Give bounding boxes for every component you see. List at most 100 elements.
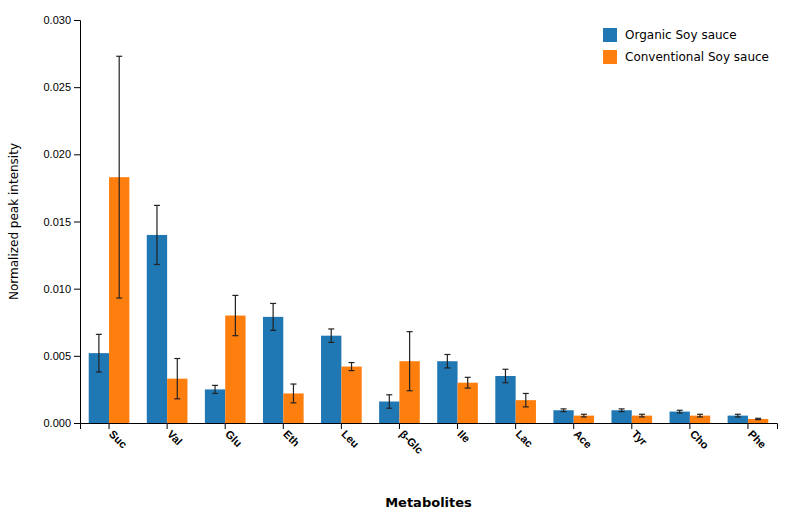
plot: 0.0000.0050.0100.0150.0200.0250.030SucVa… [43,14,777,456]
tick-mark [631,423,632,429]
x-tick: Cho [688,423,712,451]
bar [728,416,748,423]
tick-mark [74,154,80,155]
error-bar [212,385,218,393]
x-tick: Suc [107,423,130,450]
error-cap [502,382,508,383]
tick-label: 0.010 [43,283,71,295]
x-tick: Lac [513,423,535,450]
y-tick: 0.015 [43,216,80,228]
error-cap [581,416,587,417]
x-tick: Phe [746,423,769,450]
axis-line [74,21,81,424]
error-cap [328,328,334,329]
error-cap [174,398,180,399]
error-cap [619,408,625,409]
bar [321,336,341,423]
tick-mark [457,423,458,429]
legend-swatch [603,50,617,64]
tick-label: Cho [688,428,712,452]
error-line [409,332,410,391]
error-cap [619,411,625,412]
error-cap [755,419,761,420]
y-tick: 0.000 [43,417,80,429]
error-cap [697,416,703,417]
x-tick: Glu [223,423,244,449]
bar [437,361,457,423]
tick-label: 0.020 [43,148,71,160]
error-line [351,363,352,371]
error-bar [735,414,741,417]
error-cap [154,205,160,206]
tick-mark [74,423,80,424]
error-cap [735,416,741,417]
y-tick: 0.020 [43,148,80,160]
tick-mark [689,423,690,429]
bar [263,317,283,423]
error-line [447,354,448,367]
error-cap [174,358,180,359]
tick-label: 0.015 [43,216,71,228]
error-line [467,377,468,388]
series [109,56,768,423]
error-bar [561,409,567,412]
error-cap [677,410,683,411]
chart: 0.0000.0050.0100.0150.0200.0250.030SucVa… [0,0,797,515]
tick-label: Glu [223,428,244,449]
error-cap [212,385,218,386]
error-cap [444,367,450,368]
error-cap [523,406,529,407]
error-cap [561,408,567,409]
x-tick: Ile [455,423,472,445]
error-cap [96,371,102,372]
error-cap [581,414,587,415]
bar [748,419,768,423]
tick-label: 0.005 [43,350,71,362]
error-line [98,334,99,372]
bar [574,416,594,423]
error-bar [96,334,102,372]
bar [670,412,690,423]
error-bar [270,303,276,330]
x-axis: SucValGluEthLeuβ-GlcIleLacAceTyrChoPhe [81,423,778,456]
tick-mark [399,423,400,429]
series [89,205,748,423]
y-tick: 0.005 [43,350,80,362]
error-cap [290,402,296,403]
tick-mark [747,423,748,429]
error-bar [174,359,180,399]
x-axis-title: Metabolites [385,495,472,510]
error-cap [96,334,102,335]
error-line [505,369,506,382]
error-bar [639,414,645,417]
y-tick: 0.030 [43,14,80,26]
x-tick: Leu [339,423,361,450]
error-line [389,395,390,408]
tick-mark [74,222,80,223]
tick-label: β-Glc [397,428,425,456]
error-cap [697,414,703,415]
error-bar [444,354,450,367]
tick-label: Leu [339,428,361,450]
error-bar [465,377,471,388]
error-line [177,359,178,399]
error-cap [328,342,334,343]
error-cap [116,56,122,57]
bar [458,383,478,423]
bar [341,367,361,423]
legend-swatch [603,28,617,42]
error-cap [154,264,160,265]
error-line [331,329,332,342]
error-bar [677,410,683,413]
error-cap [561,411,567,412]
error-bar [502,369,508,382]
error-line [525,393,526,406]
error-cap [290,383,296,384]
error-cap [677,412,683,413]
tick-label: Lac [513,428,535,450]
bar [205,389,225,423]
error-cap [386,408,392,409]
error-line [293,384,294,403]
error-cap [232,335,238,336]
tick-mark [573,423,574,429]
